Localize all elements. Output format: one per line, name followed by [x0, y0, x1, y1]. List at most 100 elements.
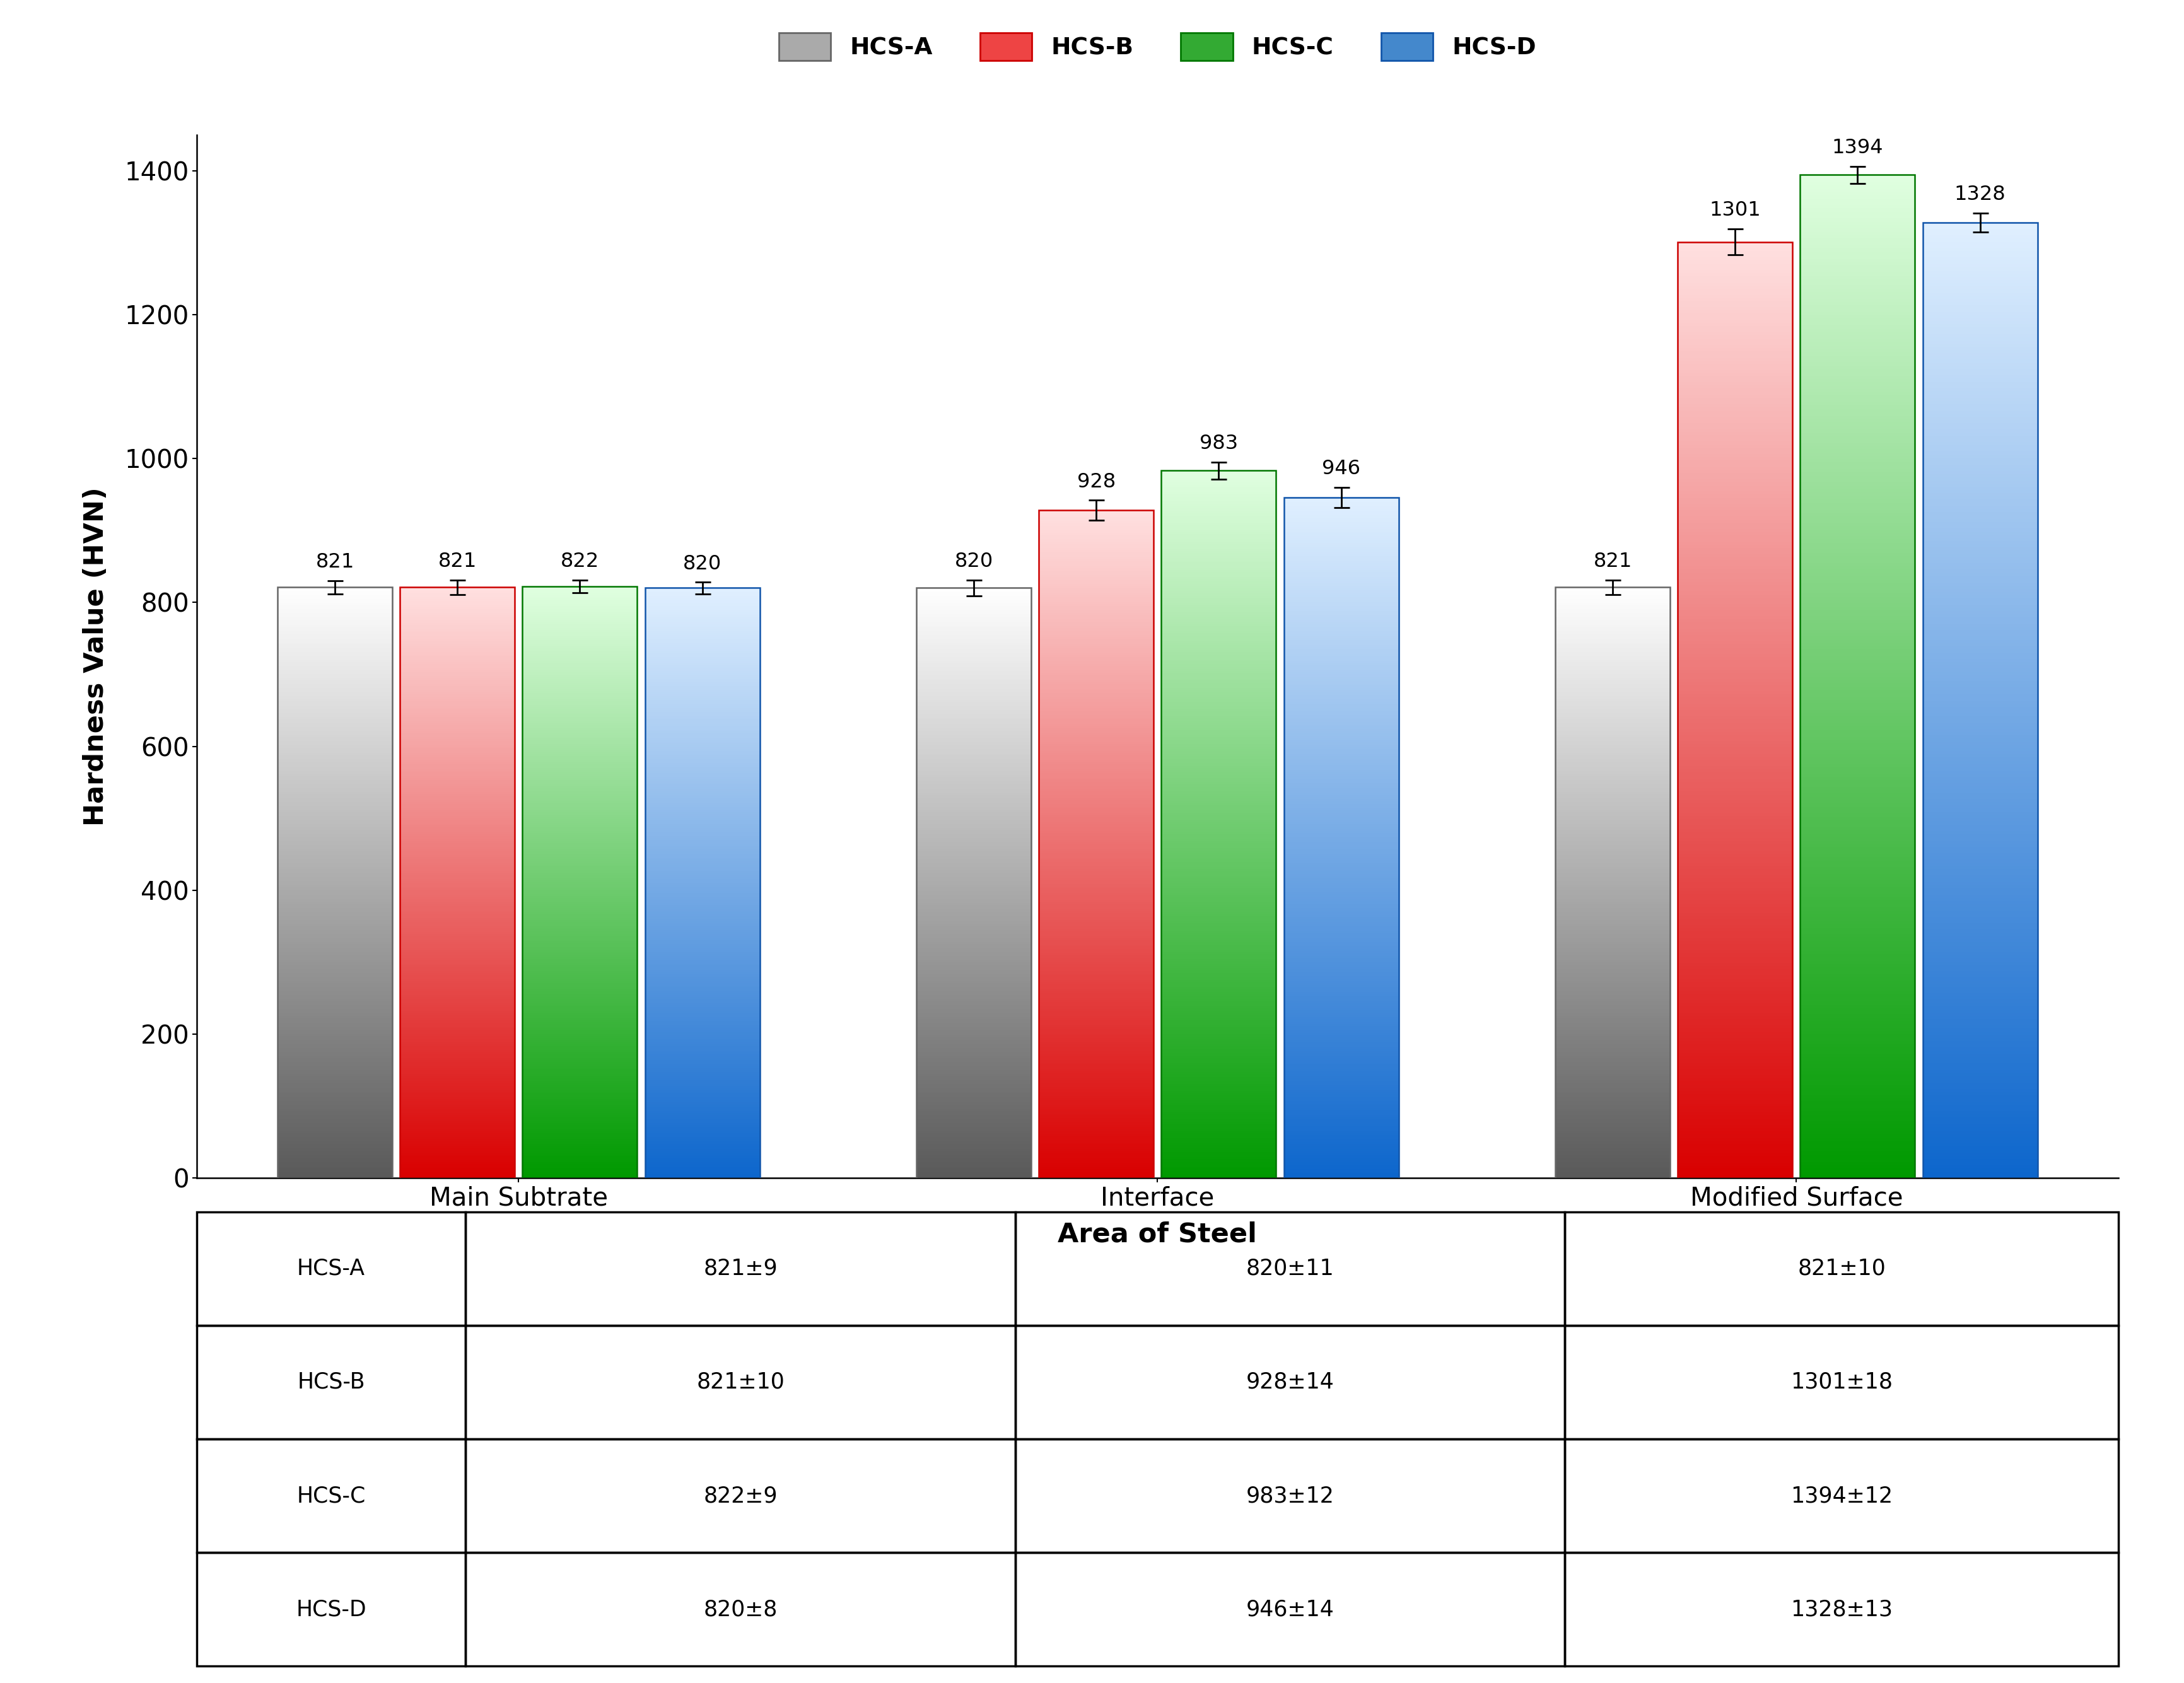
Bar: [1677, 565, 1793, 569]
Bar: [917, 682, 1031, 685]
Bar: [1922, 926, 2038, 929]
Bar: [1040, 752, 1153, 756]
Bar: [1162, 761, 1275, 762]
Bar: [1284, 862, 1398, 865]
Bar: [1555, 808, 1671, 810]
Bar: [1800, 1148, 1915, 1151]
Bar: [522, 1043, 638, 1047]
Bar: [1800, 1030, 1915, 1035]
Bar: [1162, 880, 1275, 884]
Bar: [644, 894, 760, 897]
Bar: [917, 828, 1031, 830]
Bar: [917, 912, 1031, 914]
Bar: [400, 1037, 515, 1038]
Bar: [1162, 885, 1275, 889]
Bar: [1555, 1166, 1671, 1168]
Bar: [1284, 594, 1398, 597]
Bar: [1162, 1027, 1275, 1030]
Bar: [400, 599, 515, 601]
Bar: [1162, 1173, 1275, 1176]
Bar: [1284, 586, 1398, 587]
Bar: [644, 1017, 760, 1018]
Bar: [1040, 835, 1153, 838]
Bar: [1800, 680, 1915, 683]
Bar: [522, 734, 638, 737]
Bar: [522, 672, 638, 673]
Bar: [400, 1050, 515, 1052]
Bar: [1555, 826, 1671, 830]
Bar: [1162, 1102, 1275, 1106]
Bar: [522, 767, 638, 769]
Bar: [522, 840, 638, 843]
Bar: [1040, 791, 1153, 793]
Bar: [522, 1075, 638, 1077]
Bar: [522, 867, 638, 868]
Bar: [1284, 1151, 1398, 1153]
Bar: [917, 877, 1031, 879]
Bar: [400, 879, 515, 880]
Bar: [1800, 1027, 1915, 1032]
Bar: [1922, 801, 2038, 806]
Bar: [400, 629, 515, 633]
Bar: [1284, 1138, 1398, 1139]
Bar: [1677, 710, 1793, 714]
Bar: [644, 1144, 760, 1146]
Bar: [1284, 576, 1398, 579]
Bar: [277, 879, 393, 880]
Bar: [1922, 621, 2038, 624]
Bar: [1922, 330, 2038, 333]
Bar: [1284, 1128, 1398, 1131]
Bar: [644, 811, 760, 815]
Bar: [644, 863, 760, 865]
Bar: [1040, 1139, 1153, 1143]
Bar: [522, 666, 638, 670]
Bar: [1162, 493, 1275, 496]
Bar: [277, 892, 393, 894]
Bar: [465, 1326, 1016, 1439]
Bar: [1922, 355, 2038, 360]
Bar: [1284, 939, 1398, 942]
Bar: [400, 845, 515, 847]
Bar: [1284, 803, 1398, 806]
Bar: [917, 927, 1031, 931]
Bar: [1555, 1043, 1671, 1047]
Bar: [1162, 730, 1275, 732]
Bar: [644, 680, 760, 682]
Bar: [917, 852, 1031, 853]
Bar: [400, 749, 515, 751]
Bar: [1555, 892, 1671, 894]
Bar: [1922, 362, 2038, 365]
Bar: [1284, 1126, 1398, 1128]
Bar: [1284, 724, 1398, 727]
Bar: [1677, 953, 1793, 956]
Bar: [522, 942, 638, 946]
Bar: [644, 821, 760, 825]
Bar: [644, 1149, 760, 1153]
Bar: [1677, 703, 1793, 707]
Bar: [1162, 887, 1275, 890]
Bar: [1284, 904, 1398, 905]
Bar: [644, 911, 760, 912]
Bar: [1555, 1141, 1671, 1143]
Bar: [1800, 727, 1915, 730]
Bar: [1284, 816, 1398, 820]
Bar: [1162, 1010, 1275, 1013]
Bar: [1555, 1144, 1671, 1146]
Bar: [277, 996, 393, 1000]
Bar: [917, 969, 1031, 971]
Bar: [277, 747, 393, 749]
Bar: [1922, 651, 2038, 656]
Bar: [277, 1087, 393, 1089]
Bar: [1284, 1055, 1398, 1059]
Bar: [1677, 865, 1793, 868]
Bar: [1040, 767, 1153, 771]
Bar: [1800, 1175, 1915, 1178]
Bar: [917, 616, 1031, 618]
Bar: [1040, 919, 1153, 922]
Bar: [522, 857, 638, 858]
Bar: [277, 798, 393, 799]
Bar: [1677, 919, 1793, 922]
Bar: [1677, 498, 1793, 502]
Bar: [1284, 931, 1398, 932]
Bar: [917, 973, 1031, 976]
